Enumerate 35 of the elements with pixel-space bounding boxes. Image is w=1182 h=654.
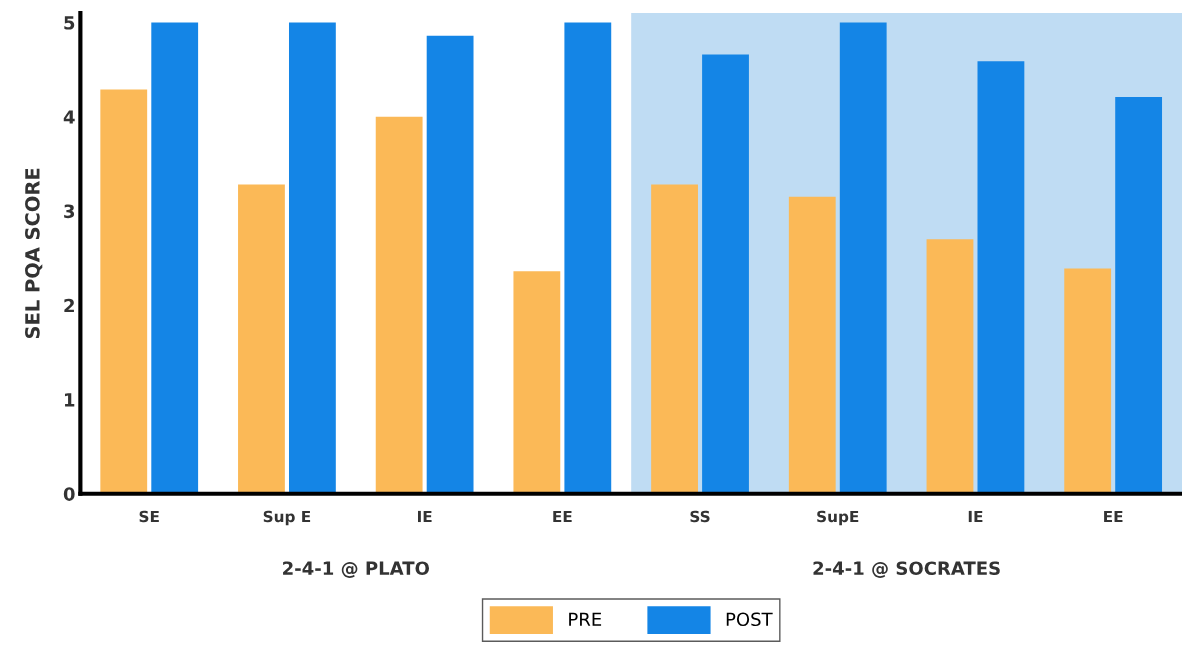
x-tick-label: EE	[1104, 510, 1123, 523]
x-tick-label: SE	[139, 510, 159, 523]
bar	[977, 61, 1025, 494]
x-tick-label: Sup E	[263, 510, 311, 526]
bar	[702, 54, 749, 494]
x-tick-label: IE	[417, 510, 432, 523]
y-tick-label: 1	[64, 393, 75, 407]
bar	[1115, 96, 1163, 494]
y-tick-label: 4	[63, 110, 75, 124]
bar	[839, 22, 887, 494]
x-tick-label: SupE	[817, 510, 859, 526]
legend-label: POST	[726, 612, 773, 627]
legend-label: PRE	[569, 612, 602, 626]
y-tick-label: 5	[64, 16, 75, 30]
bar	[564, 22, 612, 494]
x-tick-label: SS	[690, 510, 710, 523]
y-tick-label: 3	[64, 204, 75, 219]
bar	[1064, 268, 1112, 494]
bar	[426, 35, 474, 494]
bar	[238, 184, 285, 494]
y-axis-title: SEL PQA SCORE	[25, 168, 43, 339]
bar	[151, 22, 199, 494]
y-tick-label: 2	[64, 298, 74, 313]
text: 2-4-1 @ SOCRATES	[813, 561, 1000, 578]
x-tick-label: EE	[553, 510, 572, 523]
bar	[289, 22, 336, 494]
x-tick-label: IE	[968, 510, 983, 523]
y-tick-label: 0	[63, 487, 75, 501]
text: 2-4-1 @ PLATO	[283, 561, 430, 578]
bar	[926, 239, 974, 494]
bar	[651, 184, 698, 494]
bar	[513, 271, 561, 494]
bar	[788, 196, 836, 494]
bar	[375, 116, 423, 494]
bar	[100, 89, 148, 494]
